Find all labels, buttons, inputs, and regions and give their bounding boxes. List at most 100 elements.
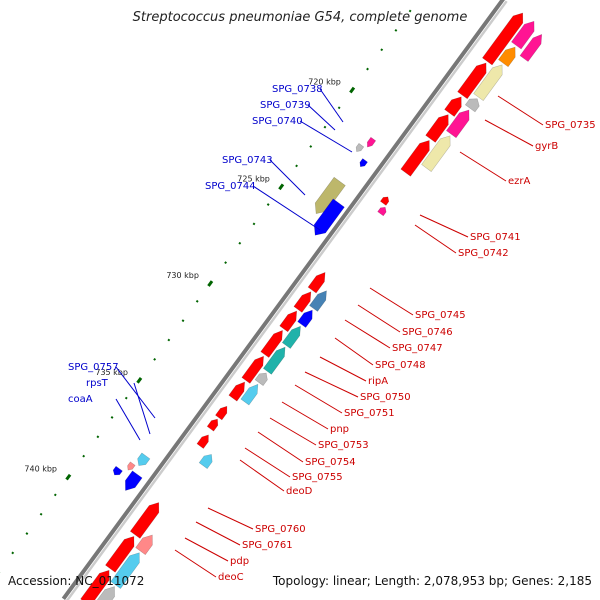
gene-khaki-1-shape: [473, 64, 503, 101]
scale-minor-tick: [380, 48, 384, 52]
gene-label: deoC: [218, 572, 244, 583]
gene-0738: [367, 136, 377, 148]
gene-rpst: [127, 461, 136, 471]
gene-mid-1: [307, 271, 326, 294]
scale-minor-tick: [408, 9, 412, 13]
gene-0753: [215, 405, 228, 421]
backbone-line: [61, 0, 505, 600]
leader-line: [244, 447, 291, 478]
gene-0747-shape: [281, 325, 301, 349]
gene-label: SPG_0741: [470, 232, 521, 243]
gene-mid-3: [279, 310, 298, 333]
leader-line: [369, 287, 414, 316]
leader-line: [344, 319, 391, 349]
gene-0745: [309, 290, 327, 312]
gene-mid-6-shape: [228, 381, 245, 402]
scale-label: 735 kbp: [95, 368, 128, 377]
gene-coaa: [125, 470, 143, 491]
gene-mid-2-shape: [293, 291, 312, 313]
gene-label: pnp: [330, 424, 349, 435]
gene-0748: [262, 346, 286, 375]
scale-minor-tick: [252, 222, 256, 226]
leader-line: [459, 151, 507, 182]
gene-bot-2-shape: [105, 536, 135, 573]
gene-top-1: [482, 12, 524, 66]
gene-label: SPG_0750: [360, 392, 411, 403]
gene-bot-1-shape: [129, 502, 160, 539]
gene-deod-shape: [198, 454, 213, 469]
gene-label: SPG_0754: [305, 457, 356, 468]
gene-top-2-shape: [457, 62, 487, 100]
gene-pdp-shape: [110, 552, 140, 589]
scale-major-tick: [207, 280, 214, 287]
gene-label: SPG_0747: [392, 343, 443, 354]
gene-0750-shape: [240, 383, 259, 406]
leader-line: [319, 356, 367, 382]
gene-0754: [206, 418, 219, 432]
scale-major-tick: [136, 377, 143, 384]
gene-label: gyrB: [535, 141, 558, 152]
gene-ripa-shape: [254, 372, 268, 386]
gene-orange-shape: [498, 46, 516, 68]
gene-label: SPG_0748: [375, 360, 426, 371]
leader-line: [419, 214, 469, 238]
scale-minor-tick: [195, 299, 199, 303]
gene-label: ripA: [368, 376, 388, 387]
gene-label: ezrA: [508, 176, 531, 187]
gene-0755: [196, 434, 209, 449]
scale-minor-tick: [82, 454, 86, 458]
gene-magenta-1-shape: [511, 20, 535, 50]
gene-khaki-1: [473, 64, 503, 101]
gene-label: SPG_0757: [68, 362, 119, 373]
scale-label: 720 kbp: [308, 78, 341, 87]
scale-minor-tick: [266, 203, 270, 206]
gene-label: rpsT: [86, 378, 109, 389]
gene-label: SPG_0755: [292, 472, 343, 483]
scale-label: 740 kbp: [24, 465, 57, 474]
leader-line: [307, 104, 336, 131]
accession-text: Accession: NC_011072: [8, 574, 145, 588]
leader-line: [319, 88, 344, 123]
gene-bot-3-shape: [80, 569, 110, 600]
gene-orange: [498, 46, 516, 68]
gene-deoc: [91, 586, 115, 600]
scale-minor-tick: [11, 551, 15, 555]
gene-0738-shape: [367, 136, 377, 148]
scale-major-tick: [65, 473, 72, 481]
gene-ripa: [254, 372, 268, 386]
gene-0741: [380, 196, 390, 206]
gene-mid-1-shape: [307, 271, 326, 294]
gene-label: SPG_0760: [255, 524, 306, 535]
gene-top-4: [425, 114, 449, 143]
gene-0760-shape: [135, 534, 153, 556]
scale-minor-tick: [366, 67, 369, 71]
scale-minor-tick: [124, 396, 128, 400]
gene-0740-shape: [359, 158, 368, 168]
gene-label: SPG_0744: [205, 181, 256, 192]
gene-mid-2: [293, 291, 312, 313]
gene-label: SPG_0739: [260, 100, 311, 111]
gene-gray-1-shape: [464, 98, 480, 113]
gene-0739-shape: [355, 143, 365, 152]
leader-line: [115, 366, 156, 419]
gene-0740: [359, 158, 368, 168]
gene-mid-5: [241, 355, 264, 384]
gene-mid-3-shape: [279, 310, 298, 333]
gene-mid-4-shape: [260, 330, 283, 358]
leader-line: [299, 120, 353, 153]
scale-minor-tick: [25, 532, 29, 535]
leader-line: [334, 337, 374, 366]
gene-bot-1: [129, 502, 160, 539]
gene-gyrb-shape: [446, 109, 470, 139]
gene-0744-shape: [313, 198, 345, 236]
gene-mid-4: [260, 330, 283, 358]
scale-minor-tick: [181, 319, 185, 323]
gene-label: SPG_0740: [252, 116, 303, 127]
gene-label: SPG_0735: [545, 120, 596, 131]
scale-major-tick: [278, 183, 285, 191]
gene-label: SPG_0738: [272, 84, 323, 95]
leader-line: [252, 185, 321, 231]
leader-line: [184, 537, 229, 562]
